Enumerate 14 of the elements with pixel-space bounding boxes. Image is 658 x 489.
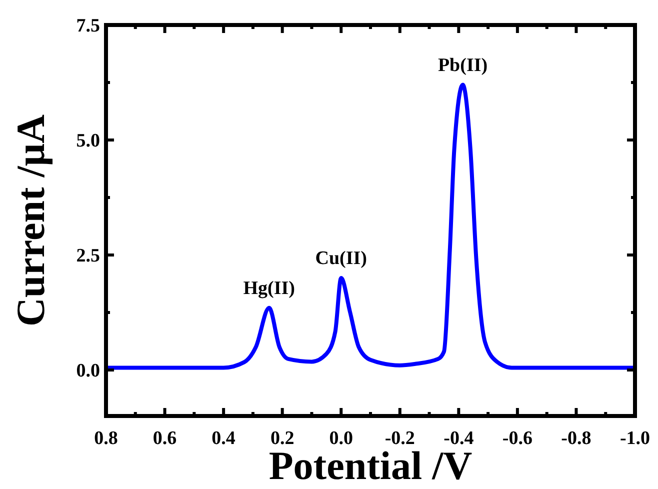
x-tick-label: 0.4 (212, 428, 236, 449)
y-tick-label: 7.5 (76, 16, 100, 37)
x-tick-label: -1.0 (620, 428, 650, 449)
annotation: Pb(II) (438, 54, 488, 76)
y-axis-title: Current /μA (8, 114, 53, 326)
x-tick-label: 0.8 (94, 428, 118, 449)
y-tick-label: 0.0 (76, 360, 100, 382)
x-tick-label: 0.6 (152, 428, 177, 449)
annotation: Cu(II) (315, 248, 367, 269)
annotation: Hg(II) (243, 278, 295, 299)
x-tick-label: -0.6 (502, 428, 532, 449)
y-tick-label: 5.0 (76, 130, 100, 152)
y-tick-label: 2.5 (76, 246, 100, 267)
x-tick-label: -0.8 (561, 428, 592, 449)
